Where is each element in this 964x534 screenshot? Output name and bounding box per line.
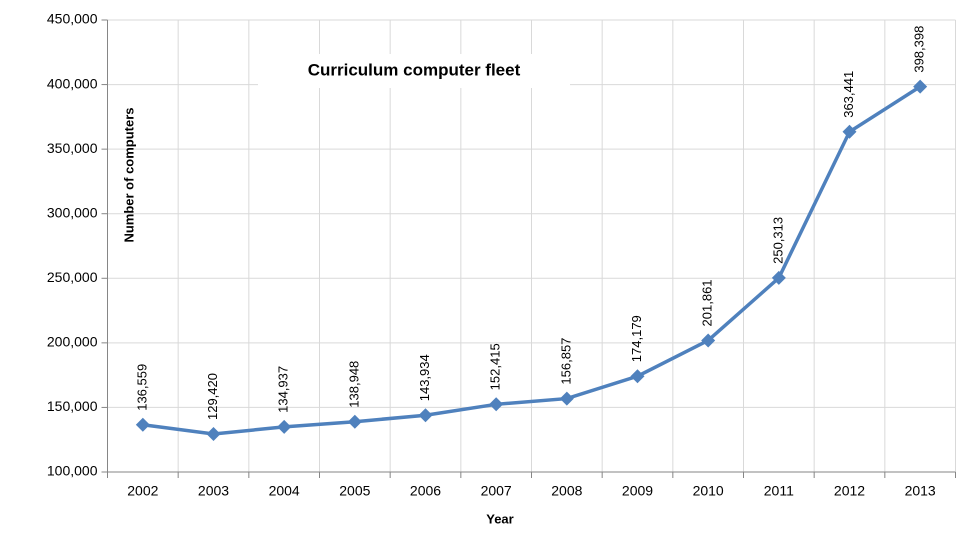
x-tick-label: 2008: [551, 483, 582, 499]
marker: [559, 391, 574, 406]
data-label: 143,934: [417, 354, 432, 401]
data-label: 363,441: [841, 71, 856, 118]
marker: [489, 397, 504, 412]
marker: [630, 369, 645, 384]
chart-title: Curriculum computer fleet: [308, 60, 521, 79]
grid: [101, 19, 956, 478]
x-tick-label: 2003: [198, 483, 229, 499]
y-tick-label: 200,000: [47, 334, 98, 350]
data-label: 398,398: [912, 26, 927, 73]
x-tick-label: 2002: [127, 483, 158, 499]
marker: [277, 419, 292, 434]
marker: [701, 333, 716, 348]
x-tick-label: 2011: [764, 483, 794, 499]
x-axis-label: Year: [486, 511, 513, 526]
data-label: 138,948: [346, 361, 361, 408]
x-tick-label: 2007: [481, 483, 512, 499]
data-label: 201,861: [700, 279, 715, 326]
x-tick-label: 2010: [693, 483, 724, 499]
x-tick-label: 2004: [269, 483, 300, 499]
marker: [347, 414, 362, 429]
marker: [771, 270, 786, 285]
x-tick-label: 2009: [622, 483, 653, 499]
marker: [206, 427, 221, 442]
y-tick-label: 150,000: [47, 398, 98, 414]
y-tick-label: 350,000: [47, 140, 98, 156]
y-tick-label: 450,000: [47, 11, 98, 27]
y-tick-label: 300,000: [47, 204, 98, 220]
marker: [913, 79, 928, 94]
marker: [418, 408, 433, 423]
data-label: 134,937: [276, 366, 291, 413]
data-label: 136,559: [134, 364, 149, 411]
x-tick-label: 2013: [905, 483, 936, 499]
line: [142, 85, 922, 436]
data-label: 174,179: [629, 315, 644, 362]
data-label: 129,420: [205, 373, 220, 420]
y-tick-label: 250,000: [47, 269, 98, 285]
title-box: [258, 54, 570, 88]
data-label: 250,313: [770, 217, 785, 264]
data-label: 152,415: [488, 343, 503, 390]
data-label: 156,857: [558, 338, 573, 385]
y-axis-label: Number of computers: [121, 107, 136, 242]
x-tick-label: 2006: [410, 483, 441, 499]
marker: [842, 124, 857, 139]
y-tick-label: 400,000: [47, 75, 98, 91]
marker: [135, 417, 150, 432]
y-tick-label: 100,000: [47, 463, 98, 479]
x-tick-label: 2012: [834, 483, 865, 499]
x-tick-label: 2005: [339, 483, 370, 499]
